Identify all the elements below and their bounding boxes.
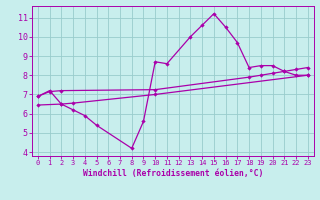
X-axis label: Windchill (Refroidissement éolien,°C): Windchill (Refroidissement éolien,°C) [83, 169, 263, 178]
